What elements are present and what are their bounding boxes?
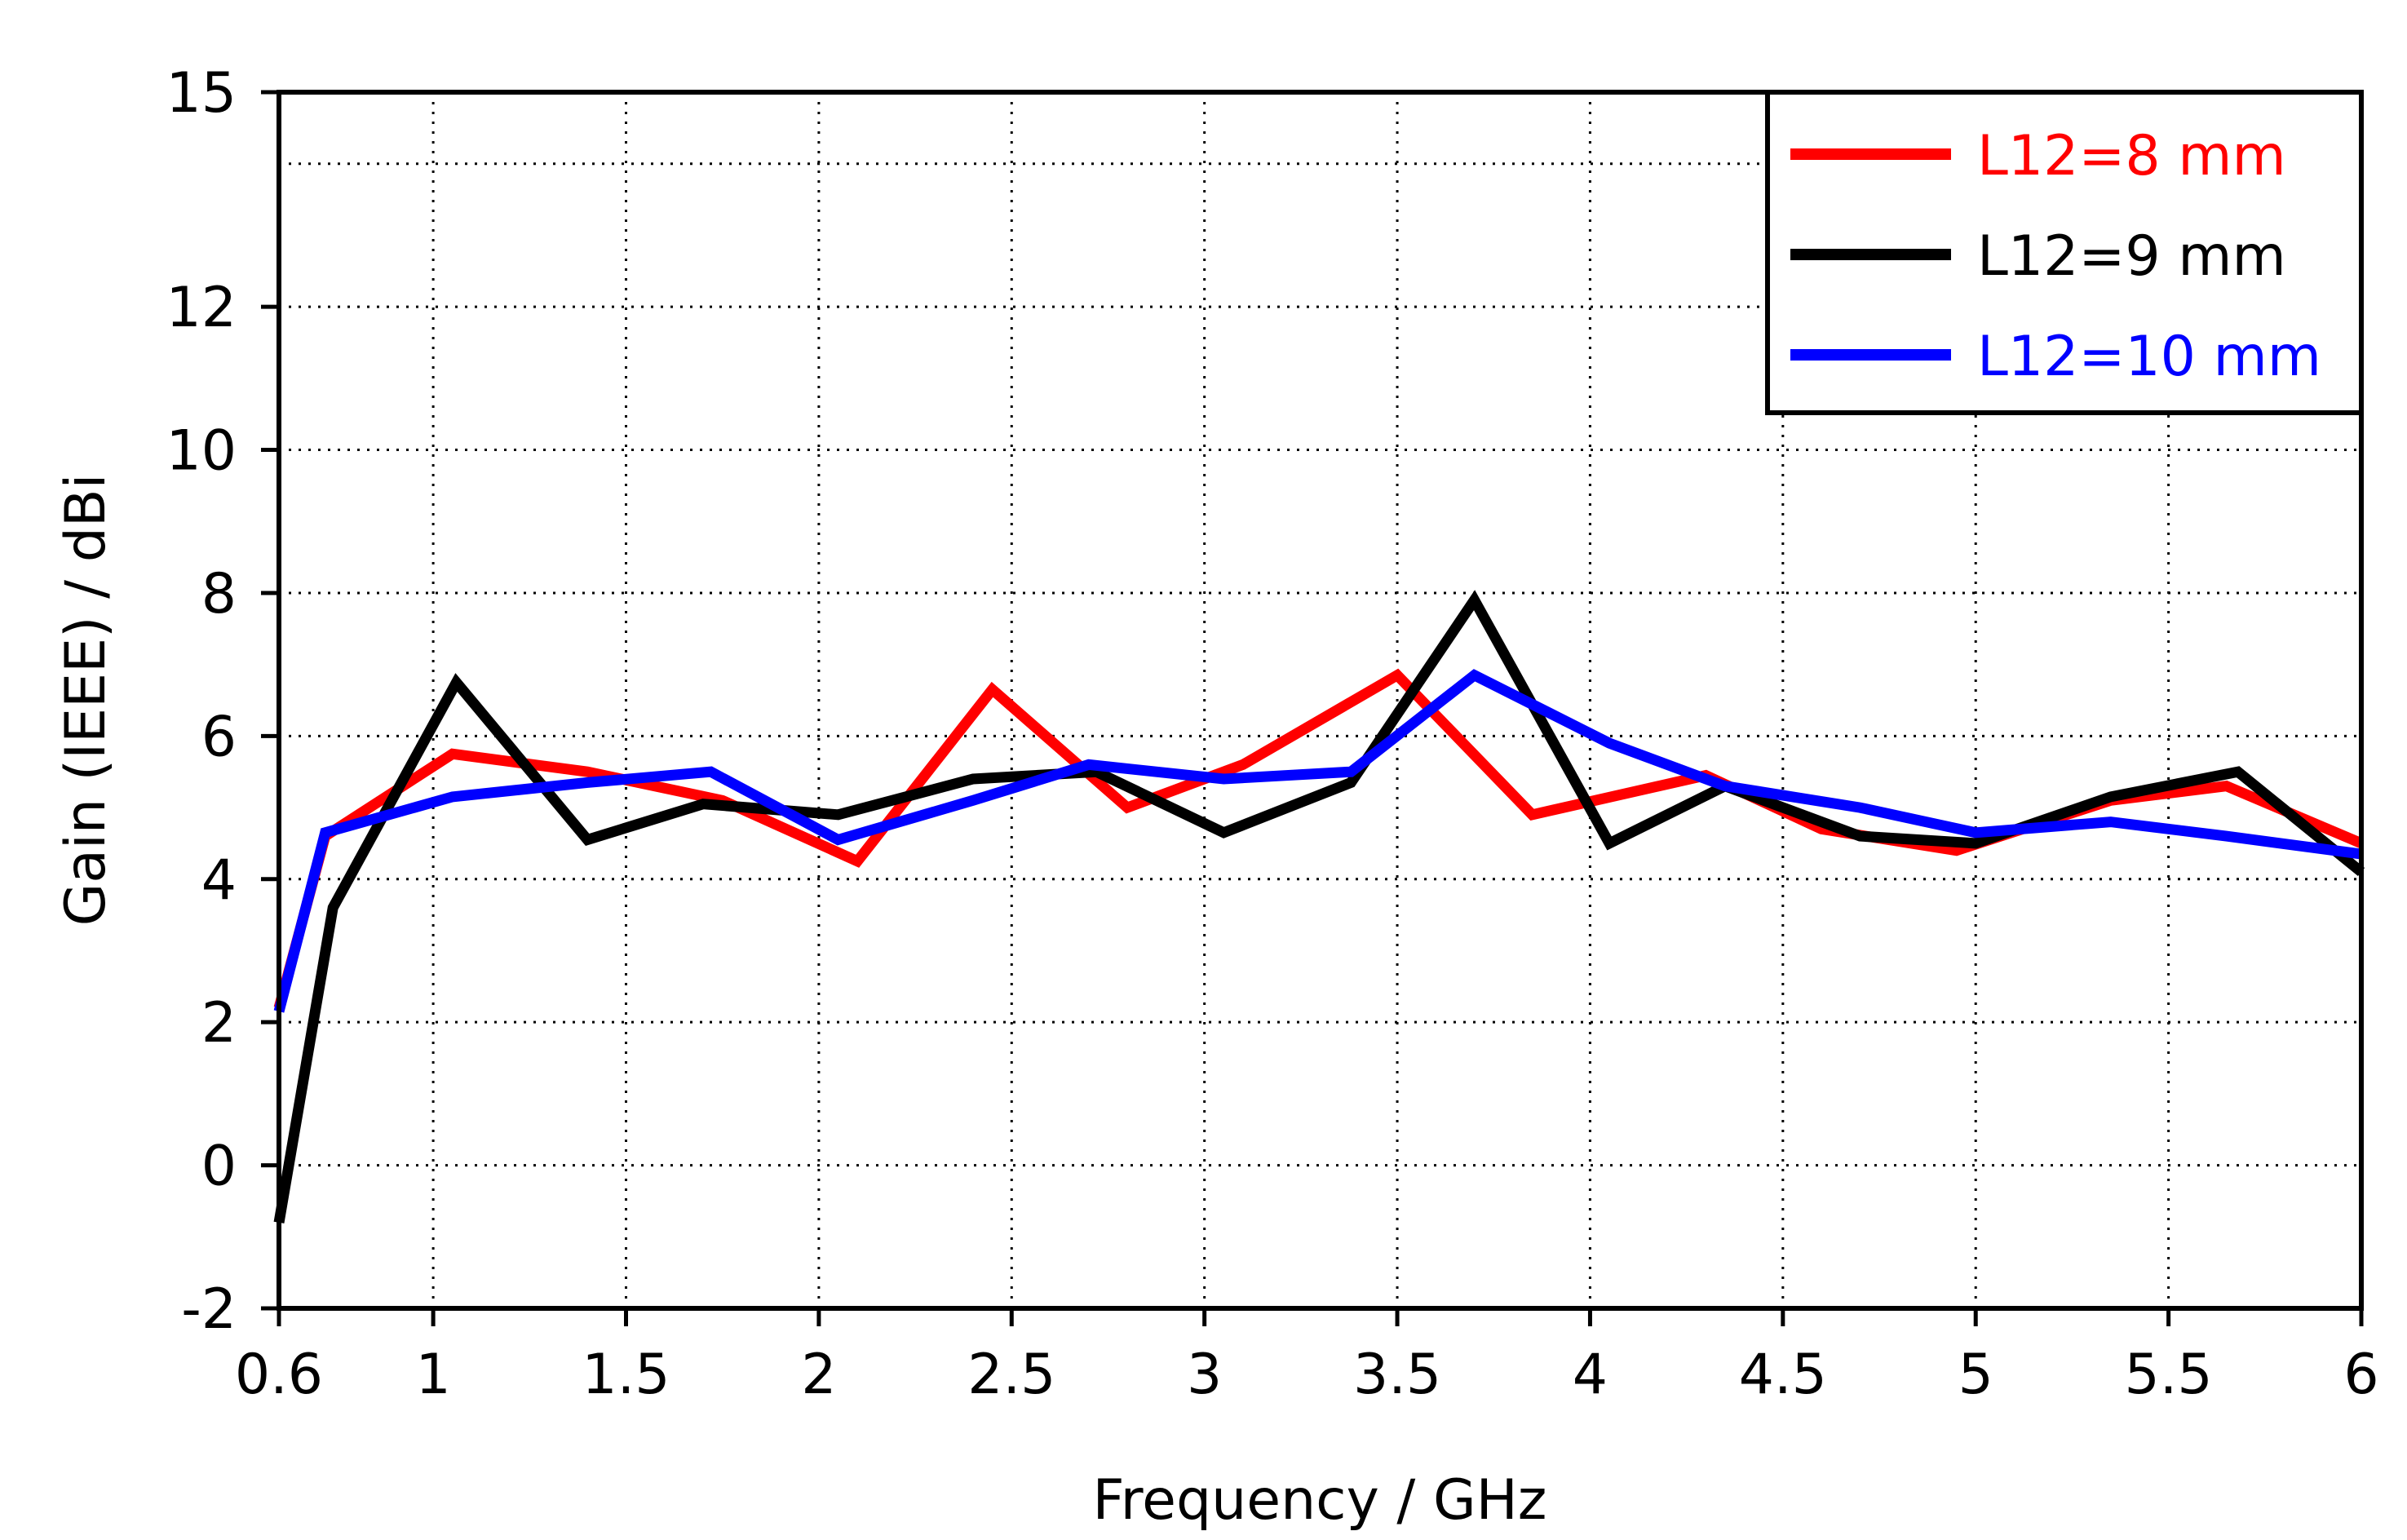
x-tick-label: 0.6	[235, 1343, 323, 1407]
x-tick-label: 4.5	[1739, 1343, 1827, 1407]
series-line-3	[273, 669, 2362, 1013]
y-tick-label: 8	[201, 562, 237, 626]
series-line-2	[273, 590, 2365, 1224]
y-tick-label: 0	[201, 1135, 237, 1199]
legend: L12=8 mm L12=9 mm L12=10 mm	[1765, 90, 2364, 415]
legend-label-2: L12=9 mm	[1977, 224, 2286, 289]
x-tick-label: 2.5	[967, 1343, 1055, 1407]
y-tick-label: 15	[166, 61, 237, 126]
y-tick-label: 4	[201, 848, 237, 913]
plot-frame	[277, 90, 2364, 1311]
x-tick-label: 6	[2343, 1343, 2378, 1407]
x-tick-label: 1	[415, 1343, 450, 1407]
y-tick-label: 12	[166, 276, 237, 340]
legend-label-3: L12=10 mm	[1977, 325, 2321, 389]
x-tick-label: 5.5	[2125, 1343, 2213, 1407]
legend-label-1: L12=8 mm	[1977, 124, 2286, 188]
x-tick-label: 4	[1573, 1343, 1608, 1407]
x-tick-label: 3.5	[1353, 1343, 1441, 1407]
x-tick-label: 5	[1958, 1343, 1993, 1407]
x-tick-label: 3	[1187, 1343, 1222, 1407]
y-tick-label: 6	[201, 705, 237, 769]
x-tick-label: 2	[801, 1343, 836, 1407]
y-axis-label: Gain (IEEE) / dBi	[54, 474, 118, 927]
y-tick-label: -2	[181, 1277, 237, 1342]
x-axis-label: Frequency / GHz	[1093, 1468, 1547, 1533]
axis-ticks: 0.6 1 1.5 2 2.5 3 3.5 4 4.5 5 5.5 6 -2 0 2 4 6 8 10 12 15	[166, 61, 2378, 1407]
y-tick-label: 10	[166, 419, 237, 484]
x-tick-label: 1.5	[582, 1343, 670, 1407]
series-lines	[273, 590, 2365, 1224]
y-tick-label: 2	[201, 991, 237, 1055]
